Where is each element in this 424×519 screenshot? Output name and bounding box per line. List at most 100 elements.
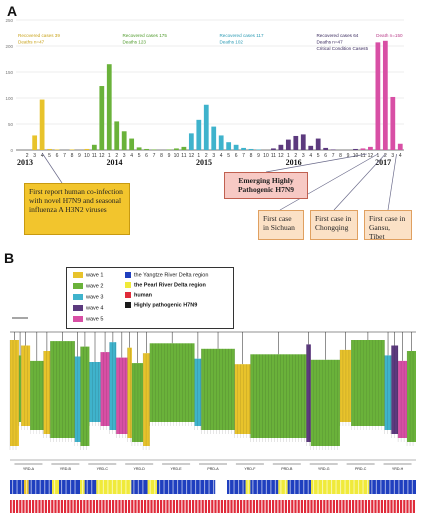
region-bar-stripe <box>61 480 63 494</box>
clade-label: YRD-E <box>170 467 182 471</box>
human-bar-gap <box>379 500 381 513</box>
callout-first-case-gansu: First case in Gansu, Tibet <box>364 210 412 241</box>
bar <box>256 149 261 150</box>
x-tick-label: 3 <box>33 153 36 159</box>
panel-a-label: A <box>7 3 18 19</box>
clade-block <box>100 352 110 426</box>
region-bar-stripe <box>380 480 382 494</box>
region-bar-stripe <box>284 480 286 494</box>
clade-block <box>194 358 202 426</box>
human-bar-gap <box>21 500 23 513</box>
human-bar-gap <box>63 500 64 513</box>
region-bar-segment <box>84 480 97 494</box>
x-tick-label: 8 <box>71 153 74 159</box>
human-bar-gap <box>95 500 96 513</box>
bar <box>203 104 209 150</box>
human-bar-gap <box>37 500 39 513</box>
human-bar-gap <box>341 500 343 513</box>
region-bar-stripe <box>44 480 46 494</box>
clade-label: YRD-H <box>392 467 404 471</box>
human-bar-gap <box>216 500 218 513</box>
region-bar-stripe <box>367 480 369 494</box>
clade-block <box>351 340 385 426</box>
bar <box>278 144 284 150</box>
region-bar-stripe <box>102 480 104 494</box>
human-bar-gap <box>75 500 77 513</box>
human-bar-gap <box>290 500 292 513</box>
year-label: 2017 <box>375 158 391 167</box>
human-bar-gap <box>130 500 132 513</box>
human-bar-gap <box>136 500 138 513</box>
human-bar-gap <box>229 500 231 513</box>
human-bar-gap <box>171 500 173 513</box>
human-bar-gap <box>133 500 135 513</box>
region-bar-stripe <box>116 480 118 494</box>
legend-wave-3-label: wave 3 <box>86 294 104 301</box>
region-bar-segment <box>227 480 246 494</box>
bar <box>308 145 314 150</box>
x-tick-label: 4 <box>399 153 402 159</box>
x-tick-label: 2 <box>294 153 297 159</box>
x-tick-label: 7 <box>63 153 66 159</box>
clade-block <box>250 354 307 438</box>
bar <box>226 142 232 150</box>
human-bar-gap <box>319 500 320 513</box>
human-bar-gap <box>120 500 122 513</box>
hp-swatch <box>125 302 131 308</box>
human-bar-gap <box>399 500 400 513</box>
region-bar-stripe <box>256 480 258 494</box>
x-tick-label: 5 <box>317 153 320 159</box>
legend-hp-label: Highly pathogenic H7N9 <box>134 302 198 309</box>
human-bar-gap <box>367 500 368 513</box>
region-bar-stripe <box>294 480 296 494</box>
region-bar-stripe <box>242 480 244 494</box>
x-tick-label: 10 <box>84 153 90 159</box>
x-tick-label: 3 <box>212 153 215 159</box>
human-bar-gap <box>40 500 42 513</box>
callout-connector <box>387 153 397 211</box>
legend-wave-5-label: wave 5 <box>86 316 104 323</box>
human-bar-gap <box>213 500 215 513</box>
human-bar-gap <box>287 500 288 513</box>
tree-legend: wave 1 wave 2 wave 3 wave 4 wave 5 the Y… <box>66 267 234 329</box>
human-bar-gap <box>184 500 186 513</box>
human-bar-gap <box>267 500 269 513</box>
region-bar-stripe <box>313 480 315 494</box>
human-bar-gap <box>66 500 68 513</box>
clade-block <box>43 351 51 434</box>
human-bar-gap <box>175 500 176 513</box>
region-bar-stripe <box>54 480 56 494</box>
x-tick-label: 2 <box>205 153 208 159</box>
region-bar-stripe <box>298 480 300 494</box>
region-bar-stripe <box>159 480 161 494</box>
human-bar-gap <box>328 500 330 513</box>
region-bar-stripe <box>371 480 373 494</box>
wave-3-swatch <box>73 294 83 300</box>
region-bar-segment <box>131 480 148 494</box>
human-bar-gap <box>251 500 253 513</box>
x-tick-label: 5 <box>48 153 51 159</box>
bar <box>271 148 276 150</box>
human-bar-gap <box>101 500 103 513</box>
y-tick-label: 100 <box>5 96 13 101</box>
x-tick-label: 1 <box>197 153 200 159</box>
human-bar-gap <box>405 500 407 513</box>
clade-label: YRD-C <box>97 467 109 471</box>
human-bar-gap <box>18 500 20 513</box>
clade-label: YRD-A <box>23 467 35 471</box>
wave-note: Recovered cases 175 <box>122 33 167 38</box>
region-bar-stripe <box>335 480 337 494</box>
x-tick-label: 1 <box>108 153 111 159</box>
region-bar-stripe <box>16 480 18 494</box>
region-bar-stripe <box>307 480 309 494</box>
bar <box>330 149 336 150</box>
human-bar-gap <box>306 500 308 513</box>
callout-first-case-sichuan: First case in Sichuan <box>258 210 304 240</box>
bar <box>144 148 149 150</box>
human-bar-gap <box>309 500 311 513</box>
clade-block <box>407 351 416 442</box>
human-bar-gap <box>248 500 250 513</box>
clade-block <box>149 343 195 422</box>
human-bar-gap <box>50 500 52 513</box>
region-bar-stripe <box>39 480 41 494</box>
